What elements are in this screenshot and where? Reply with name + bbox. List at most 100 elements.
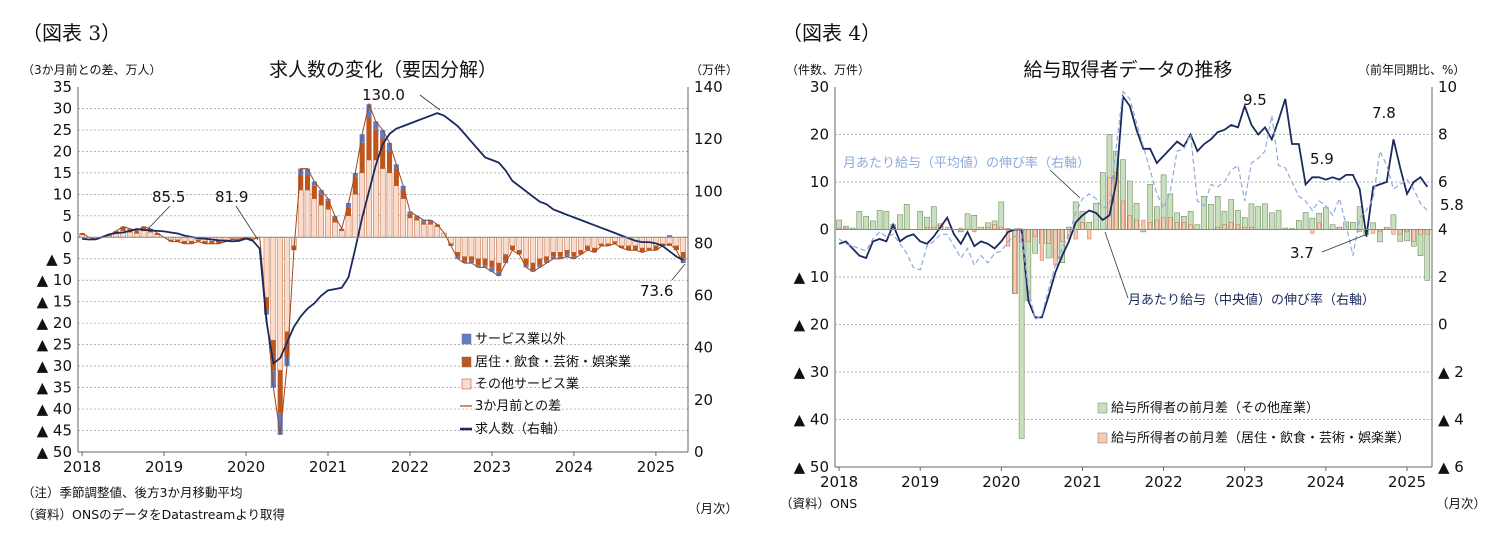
bar-other-services [571, 237, 577, 253]
bar-other-industries [1268, 212, 1275, 230]
bar-hospitality [578, 250, 584, 255]
x-tick-label: 2020 [982, 473, 1020, 491]
bar-other-services [427, 224, 434, 238]
y-tick-right: 0 [1438, 316, 1448, 334]
bar-hospitality [1127, 215, 1132, 230]
y-tick-left: 0 [62, 228, 72, 246]
bar-other-services [591, 237, 598, 249]
bar-hospitality [564, 250, 570, 255]
bar-hospitality [1411, 229, 1416, 242]
bar-other-industries [897, 214, 903, 230]
bar-non-services [277, 413, 283, 435]
bar-other-industries [930, 206, 937, 230]
bar-hospitality [1229, 222, 1234, 230]
bar-other-industries [1201, 196, 1207, 230]
bar-other-industries [1356, 206, 1363, 230]
bar-other-services [680, 237, 686, 253]
bar-non-services [666, 235, 673, 238]
bar-non-services [366, 104, 372, 118]
annotation-5-8: 5.8 [1440, 196, 1464, 214]
bar-other-industries [1086, 222, 1093, 230]
y-tick-left: ▲ 50 [794, 458, 829, 476]
bar-hospitality [544, 256, 550, 261]
bar-other-industries [883, 211, 890, 230]
bar-other-services [407, 217, 413, 238]
y-tick-left: ▲ 30 [37, 357, 72, 375]
bar-other-services [140, 230, 147, 238]
bar-hospitality [653, 245, 659, 251]
bar-hospitality [134, 231, 140, 234]
bar-non-services [496, 271, 502, 276]
bar-hospitality [571, 252, 577, 257]
bar-hospitality [509, 245, 516, 251]
bar-other-services [352, 194, 359, 238]
bar-non-services [537, 265, 543, 268]
x-tick-label: 2020 [227, 458, 265, 476]
bar-hospitality [1073, 229, 1078, 240]
bar-non-services [393, 164, 399, 169]
bar-hospitality [1418, 229, 1423, 235]
bar-hospitality [1235, 224, 1240, 230]
bar-non-services [304, 168, 311, 176]
y-tick-right: 8 [1438, 126, 1448, 144]
bar-hospitality [263, 297, 270, 311]
bar-other-services [673, 237, 680, 247]
bar-other-services [393, 185, 400, 238]
bar-hospitality [386, 151, 393, 173]
bar-other-services [338, 230, 345, 238]
annotation-130-0: 130.0 [362, 86, 405, 104]
bar-hospitality [1087, 229, 1092, 240]
bar-hospitality [619, 245, 625, 249]
annotations: 85.5 81.9 130.0 73.6 [145, 86, 686, 300]
annotation-3-7: 3.7 [1290, 244, 1314, 262]
bar-other-industries [903, 204, 910, 230]
bar-other-services [318, 204, 324, 238]
y-tick-right: 140 [694, 78, 723, 96]
bar-hospitality [591, 248, 597, 253]
bar-hospitality [182, 241, 188, 244]
legend-swatch [1097, 432, 1108, 444]
bar-other-industries [1262, 203, 1268, 230]
bar-hospitality [209, 241, 215, 244]
bar-other-industries [998, 201, 1005, 230]
legend-swatch [1097, 402, 1108, 414]
bar-hospitality [277, 370, 283, 414]
bar-other-services [345, 215, 352, 238]
bar-hospitality [1046, 229, 1051, 244]
y-tick-left: ▲ 5 [46, 250, 72, 268]
bar-other-industries [1309, 217, 1316, 230]
bar-non-services [462, 260, 468, 264]
bar-hospitality [1154, 219, 1159, 230]
bar-hospitality [482, 258, 488, 266]
bar-other-services [475, 237, 482, 259]
y-tick-left: 10 [810, 173, 829, 191]
bar-other-services [598, 237, 605, 244]
chart-title: 給与取得者データの推移 [1023, 59, 1232, 81]
bar-hospitality [400, 190, 406, 199]
bar-hospitality [393, 168, 399, 186]
bar-non-services [557, 256, 563, 259]
bar-hospitality [318, 194, 324, 206]
y-tick-left: ▲ 10 [794, 268, 829, 286]
bar-other-services [127, 231, 133, 238]
bar-hospitality [1310, 229, 1315, 234]
bar-hospitality [345, 207, 352, 216]
note: （注）季節調整値、後方3か月移動平均 [22, 485, 242, 500]
bar-other-industries [1194, 224, 1201, 230]
bar-hospitality [1175, 222, 1180, 230]
bar-hospitality [523, 258, 529, 266]
y-tick-left: ▲ 25 [37, 336, 72, 354]
bar-non-services [489, 267, 495, 272]
bar-other-services [263, 237, 270, 298]
bar-other-industries [1424, 229, 1431, 281]
annotation-5-9: 5.9 [1310, 150, 1334, 168]
y-tick-right: 60 [694, 287, 713, 305]
right-axis-unit: （前年同期比、%） [1358, 62, 1465, 77]
bar-hospitality [407, 213, 413, 218]
source: （資料）ONSのデータをDatastreamより取得 [22, 507, 285, 522]
bar-hospitality [175, 239, 181, 242]
bar-hospitality [1134, 219, 1139, 230]
bar-hospitality [366, 117, 372, 160]
bar-hospitality [612, 241, 618, 244]
